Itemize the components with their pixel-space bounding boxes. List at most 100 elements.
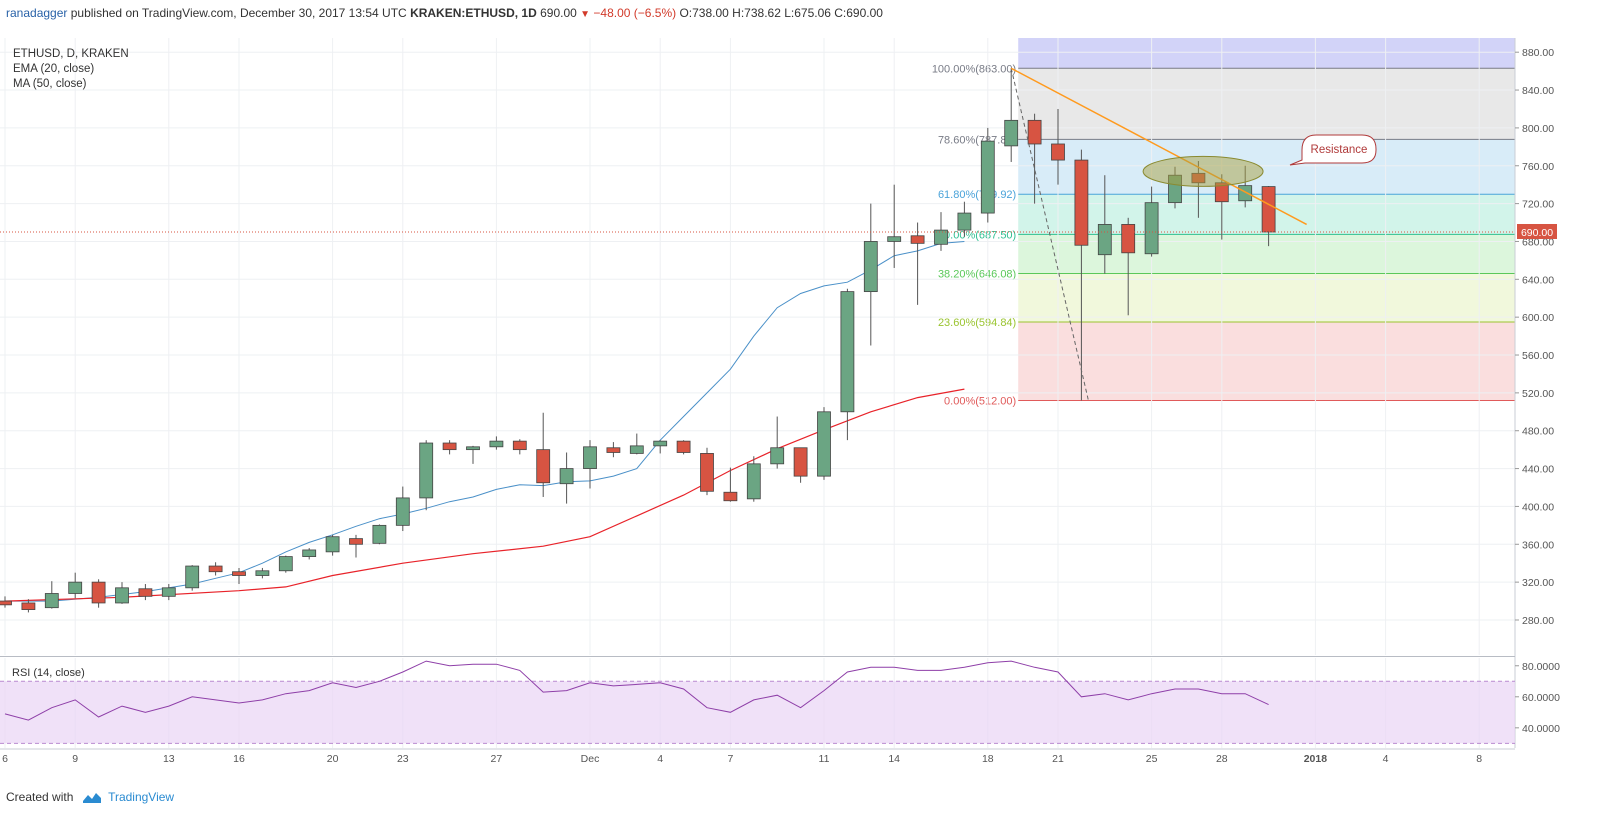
author-link[interactable]: ranadagger <box>6 6 68 20</box>
candle-body <box>536 449 551 484</box>
candle <box>700 447 714 496</box>
fib-trend-line <box>1010 68 1089 401</box>
candle-body <box>1074 159 1089 246</box>
candle <box>138 584 153 601</box>
time-tick-label: 27 <box>491 753 503 765</box>
rsi-title: RSI (14, close) <box>12 667 85 679</box>
candle <box>817 407 831 480</box>
candle <box>910 222 925 305</box>
axes: 280.00 320.00 360.00 400.00 440.00 480.00 520.… <box>0 38 1557 765</box>
rsi-tick-label: 40.0000 <box>1522 723 1560 735</box>
candle-body <box>887 236 902 242</box>
candle <box>466 445 480 464</box>
fib-level-label: 38.20%(646.08) <box>938 269 1016 281</box>
price-tick-label: 720.00 <box>1522 199 1554 211</box>
candle-body <box>863 241 878 293</box>
candle <box>115 582 129 604</box>
candle-body <box>489 440 504 448</box>
candle-body <box>723 491 738 502</box>
candle-body <box>91 581 106 604</box>
candle <box>863 203 878 346</box>
candle-body <box>676 440 691 453</box>
price-tick-label: 560.00 <box>1522 350 1554 362</box>
fib-zone <box>1018 139 1515 195</box>
time-tick-label: Dec <box>581 753 600 765</box>
candle <box>1004 68 1019 162</box>
candle-body <box>559 468 574 485</box>
candle <box>723 467 738 502</box>
time-tick-label: 9 <box>72 753 78 765</box>
fib-level-label: 100.00%(863.00) <box>932 63 1016 75</box>
candle-body <box>606 447 621 453</box>
time-tick-label: 28 <box>1216 753 1228 765</box>
candle <box>629 433 644 455</box>
resistance-callout-text: Resistance <box>1311 144 1368 156</box>
ohlc-values: O:738.00 H:738.62 L:675.06 C:690.00 <box>679 6 883 20</box>
header-line: ranadagger published on TradingView.com,… <box>6 6 883 20</box>
candle <box>349 534 363 558</box>
moving-averages <box>4 241 965 602</box>
candle-body <box>1261 186 1276 233</box>
candle <box>442 440 457 455</box>
candle <box>489 436 504 450</box>
legend-ema: EMA (20, close) <box>13 63 95 75</box>
candle-body <box>68 581 83 594</box>
time-tick-label: 6 <box>2 753 8 765</box>
candle-body <box>910 235 925 244</box>
candle <box>302 548 317 560</box>
candle <box>208 562 223 576</box>
chart-header: ranadagger published on TradingView.com,… <box>0 0 1600 37</box>
candle <box>746 456 761 502</box>
footer: Created with TradingView <box>6 790 174 804</box>
tradingview-brand[interactable]: TradingView <box>108 790 175 804</box>
candle-body <box>161 587 176 597</box>
time-tick-label: 18 <box>982 753 994 765</box>
candle <box>44 581 59 609</box>
candle <box>793 447 808 483</box>
time-tick-label: 2018 <box>1304 753 1328 765</box>
candle <box>1051 108 1065 185</box>
candle-body <box>793 447 808 477</box>
candle <box>653 440 668 454</box>
price-tick-label: 520.00 <box>1522 388 1554 400</box>
candle-body <box>232 571 246 576</box>
candle <box>395 486 410 532</box>
candle-body <box>349 538 363 545</box>
resistance-trendline <box>1010 67 1307 226</box>
fib-zone <box>1018 68 1515 140</box>
candle-body <box>934 229 948 245</box>
candle-body <box>583 446 597 469</box>
price-change: −48.00 (−6.5%) <box>593 6 677 20</box>
last-price-badge <box>1517 223 1557 239</box>
candle <box>536 412 551 497</box>
rsi-tick-label: 60.0000 <box>1522 692 1560 704</box>
price-tick-label: 680.00 <box>1522 236 1554 248</box>
published-text: published on TradingView.com, December 3… <box>70 6 407 20</box>
candle-body <box>1238 185 1253 202</box>
rsi-pane: RSI (14, close) 40.0000 60.0000 80.0000 <box>0 660 1560 744</box>
candle <box>583 440 597 489</box>
price-tick-label: 320.00 <box>1522 577 1554 589</box>
drawings: Resistance <box>0 67 1515 401</box>
candle-body <box>700 453 714 492</box>
time-tick-label: 13 <box>163 753 175 765</box>
candle <box>980 127 995 223</box>
last-price: 690.00 <box>540 6 577 20</box>
price-tick-label: 800.00 <box>1522 123 1554 135</box>
time-tick-label: 16 <box>233 753 245 765</box>
price-tick-label: 600.00 <box>1522 312 1554 324</box>
time-tick-label: 4 <box>657 753 663 765</box>
candle <box>0 596 12 608</box>
candle <box>161 584 176 601</box>
rsi-band-fill <box>0 681 1515 744</box>
price-tick-label: 760.00 <box>1522 161 1554 173</box>
candle-body <box>419 442 434 499</box>
fib-level-label: 61.80%(729.92) <box>938 189 1016 201</box>
candle-body <box>629 445 644 454</box>
last-price-badge-text: 690.00 <box>1521 227 1553 239</box>
candle-body <box>1121 224 1136 254</box>
fib-level-label: 23.60%(594.84) <box>938 317 1016 329</box>
candle <box>1074 149 1089 401</box>
candle-body <box>1027 119 1042 145</box>
